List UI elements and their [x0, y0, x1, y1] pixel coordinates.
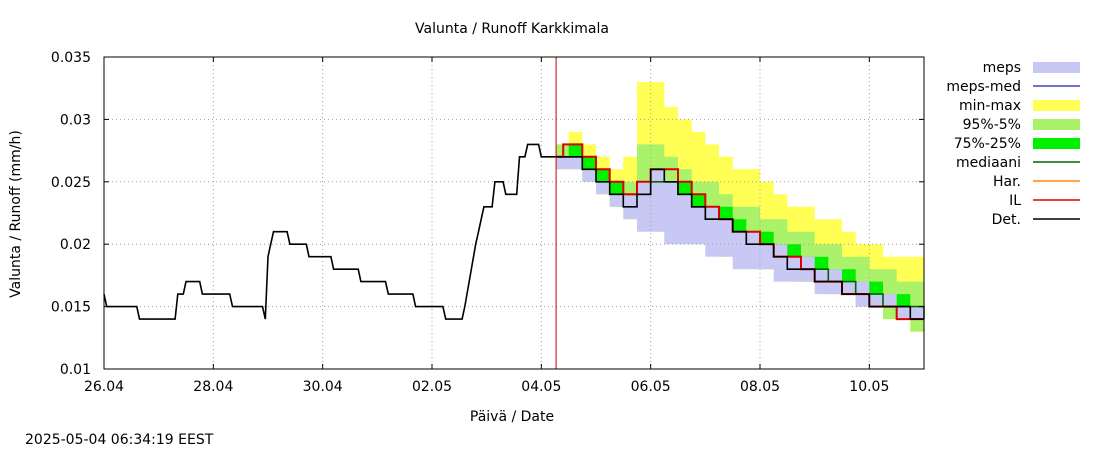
x-tick-label: 26.04: [84, 379, 124, 395]
y-tick-label: 0.03: [60, 112, 91, 128]
legend-label: meps-med: [946, 79, 1021, 95]
series-line-det-: [103, 143, 557, 320]
axis-ticks: 26.04 28.04 30.04 02.05 04.05 06.05 08.05 10.05…: [51, 50, 924, 395]
y-tick-label: 0.015: [51, 300, 91, 316]
legend-label: IL: [1009, 193, 1021, 209]
chart-title: Valunta / Runoff Karkkimala: [415, 21, 609, 37]
x-axis-label: Päivä / Date: [470, 409, 554, 425]
legend-label: mediaani: [956, 155, 1021, 171]
band-meps: [556, 156, 924, 320]
x-tick-label: 06.05: [631, 379, 671, 395]
legend-label: Har.: [993, 174, 1021, 190]
x-tick-label: 04.05: [521, 379, 561, 395]
plot-frame: [103, 56, 925, 370]
y-tick-label: 0.025: [51, 175, 91, 191]
x-tick-label: 08.05: [740, 379, 780, 395]
legend-swatch: [1033, 100, 1080, 111]
y-tick-label: 0.02: [60, 237, 91, 253]
x-tick-label: 30.04: [303, 379, 343, 395]
legend-label: Det.: [992, 212, 1021, 228]
legend-swatch: [1033, 62, 1080, 73]
timestamp: 2025-05-04 06:34:19 EEST: [25, 432, 214, 448]
legend-label: 75%-25%: [954, 136, 1021, 152]
x-tick-label: 28.04: [193, 379, 233, 395]
y-axis-label: Valunta / Runoff (mm/h): [8, 130, 24, 298]
legend-label: min-max: [959, 98, 1021, 114]
x-tick-label: 10.05: [849, 379, 889, 395]
legend-swatch: [1033, 138, 1080, 149]
x-tick-label: 02.05: [412, 379, 452, 395]
y-tick-label: 0.035: [51, 50, 91, 66]
legend-label: meps: [983, 60, 1021, 76]
legend: meps meps-med min-max 95%-5% 75%-25% mediaani…: [946, 60, 1080, 228]
series-lines: [103, 143, 925, 321]
series-line-det-forecast: [556, 156, 924, 320]
legend-label: 95%-5%: [963, 117, 1021, 133]
y-tick-label: 0.01: [60, 362, 91, 378]
legend-swatch: [1033, 119, 1080, 130]
